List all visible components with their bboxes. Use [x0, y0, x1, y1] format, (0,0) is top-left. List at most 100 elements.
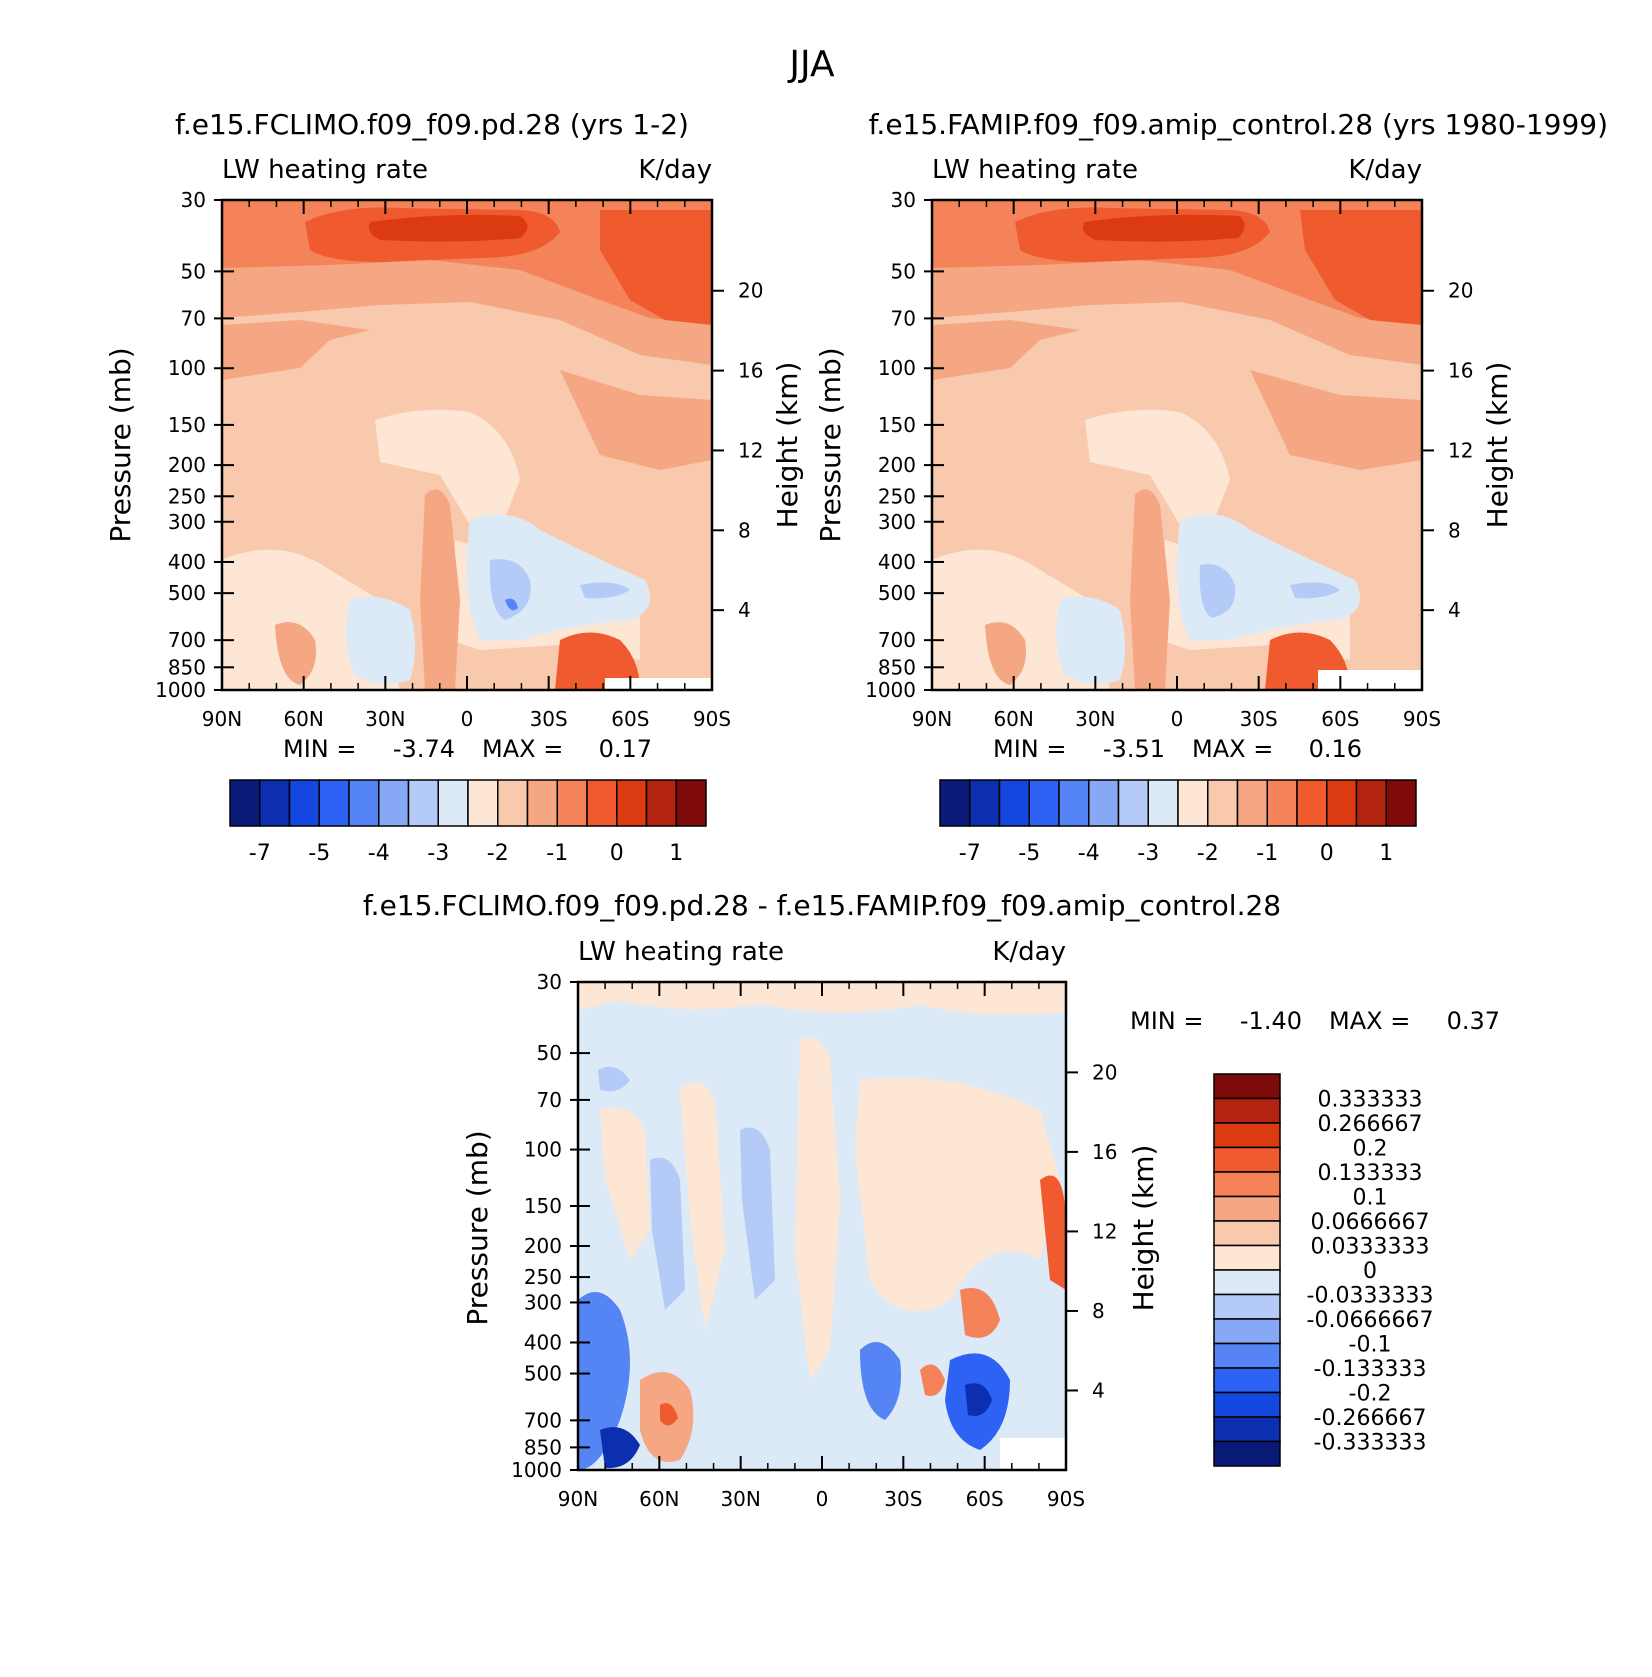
colorbar-swatch — [1088, 779, 1120, 827]
x-tick-label: 60S — [611, 707, 649, 731]
min-value: -3.74 — [393, 735, 455, 763]
y-tick-label: 400 — [878, 550, 916, 574]
contour-band-negative — [650, 1157, 685, 1310]
colorbar-label: 0 — [1320, 841, 1334, 866]
y-tick-label: 300 — [524, 1290, 562, 1314]
height-tick-label: 20 — [1092, 1060, 1117, 1084]
colorbar-label: -5 — [308, 841, 330, 866]
colorbar-label: 0.0666667 — [1311, 1210, 1430, 1235]
colorbar-label: 1 — [1379, 841, 1393, 866]
colorbar-swatch — [348, 779, 380, 827]
colorbar-swatch — [1213, 1097, 1281, 1124]
contour-band-positive — [680, 1082, 725, 1330]
contour-band-low — [1085, 409, 1230, 530]
y-tick-label: 70 — [181, 306, 206, 330]
contour-band-peak — [660, 1403, 678, 1426]
contour-band-zero — [346, 596, 415, 684]
colorbar-swatch — [1213, 1146, 1281, 1173]
y-tick-label: 700 — [878, 628, 916, 652]
contour-band-upper — [932, 320, 1080, 380]
colorbar-label: -4 — [368, 841, 390, 866]
colorbar-swatch — [586, 779, 618, 827]
max-label: MAX = — [482, 735, 563, 763]
contour-band-negative — [505, 598, 518, 611]
colorbar-label: -3 — [427, 841, 449, 866]
contour-band-peak — [1040, 1175, 1066, 1290]
min-label: MIN = — [993, 735, 1066, 763]
contour-band-max — [1082, 214, 1245, 242]
variable-label: LW heating rate — [578, 937, 784, 967]
panel-title: f.e15.FCLIMO.f09_f09.pd.28 (yrs 1-2) — [175, 108, 689, 141]
contour-field — [222, 200, 712, 690]
colorbar-swatch — [437, 779, 469, 827]
colorbar-swatch — [1326, 779, 1358, 827]
y-tick-label: 150 — [524, 1194, 562, 1218]
colorbar-swatch — [1213, 1122, 1281, 1149]
max-value: 0.17 — [599, 735, 652, 763]
contour-band-upper — [1250, 370, 1422, 470]
x-axis: 90N 60N 30N 0 30S 60S 90S — [912, 200, 1441, 731]
contour-band-negative — [1199, 564, 1236, 618]
height-tick-label: 4 — [1092, 1378, 1105, 1402]
colorbar-swatch — [1213, 1416, 1281, 1443]
y-tick-label: 850 — [168, 655, 206, 679]
figure-title: JJA — [787, 44, 835, 85]
colorbar-swatch — [1355, 779, 1387, 827]
x-tick-label: 30N — [1075, 707, 1115, 731]
y-axis-title: Pressure (mb) — [461, 1130, 494, 1325]
contour-band-max — [368, 214, 528, 242]
min-value: -3.51 — [1103, 735, 1165, 763]
y-tick-label: 700 — [524, 1408, 562, 1432]
colorbar-swatch — [1236, 779, 1268, 827]
colorbar-swatch — [1296, 779, 1328, 827]
height-tick-label: 8 — [738, 518, 751, 542]
contour-band-negative — [578, 1292, 630, 1470]
colorbar-label: 0.333333 — [1318, 1088, 1423, 1113]
contour-band-negative — [489, 559, 531, 620]
colorbar-swatch — [1117, 779, 1149, 827]
height-tick-label: 16 — [1448, 359, 1473, 383]
contour-band-peak — [1300, 210, 1422, 325]
missing-data-mask — [605, 678, 712, 690]
contour-band-upper — [985, 622, 1026, 685]
contour-band-positive — [855, 1078, 1060, 1312]
x-axis: 90N 60N 30N 0 30S 60S 90S — [558, 982, 1085, 1511]
colorbar-swatch — [288, 779, 320, 827]
colorbar-label: -0.133333 — [1314, 1357, 1427, 1382]
x-tick-label: 90N — [558, 1487, 598, 1511]
panel-title: f.e15.FCLIMO.f09_f09.pd.28 - f.e15.FAMIP… — [363, 889, 1281, 922]
colorbar-swatch — [939, 779, 971, 827]
colorbar-swatch — [526, 779, 558, 827]
colorbar-label: -2 — [1197, 841, 1219, 866]
y-tick-label: 500 — [168, 581, 206, 605]
units-label: K/day — [992, 937, 1066, 967]
colorbar-label: -3 — [1137, 841, 1159, 866]
y-tick-label: 400 — [168, 550, 206, 574]
x-tick-label: 30S — [884, 1487, 922, 1511]
x-tick-label: 60N — [283, 707, 323, 731]
colorbar-label: -0.1 — [1349, 1333, 1392, 1358]
y-tick-label: 250 — [878, 484, 916, 508]
missing-data-mask — [1318, 670, 1422, 690]
x-tick-label: 0 — [1171, 707, 1184, 731]
colorbar-label: 0.2 — [1353, 1137, 1388, 1162]
colorbar-swatch — [998, 779, 1030, 827]
colorbar-swatch — [1028, 779, 1060, 827]
colorbar-label: -4 — [1078, 841, 1100, 866]
panel-famip: f.e15.FAMIP.f09_f09.amip_control.28 (yrs… — [814, 108, 1608, 866]
y-tick-label: 150 — [878, 413, 916, 437]
x-tick-label: 90S — [1047, 1487, 1085, 1511]
colorbar-label: -0.333333 — [1314, 1431, 1427, 1456]
x-tick-label: 60S — [1321, 707, 1359, 731]
contour-band-positive — [600, 1107, 650, 1260]
units-label: K/day — [638, 155, 712, 185]
height-tick-label: 12 — [1448, 438, 1473, 462]
y-tick-label: 500 — [524, 1362, 562, 1386]
colorbar-label: -7 — [959, 841, 981, 866]
colorbar-swatch — [1147, 779, 1179, 827]
colorbar-swatch — [229, 779, 261, 827]
contour-band-negative — [598, 1066, 630, 1092]
height-tick-label: 8 — [1092, 1299, 1105, 1323]
colorbar-label: -0.266667 — [1314, 1406, 1427, 1431]
